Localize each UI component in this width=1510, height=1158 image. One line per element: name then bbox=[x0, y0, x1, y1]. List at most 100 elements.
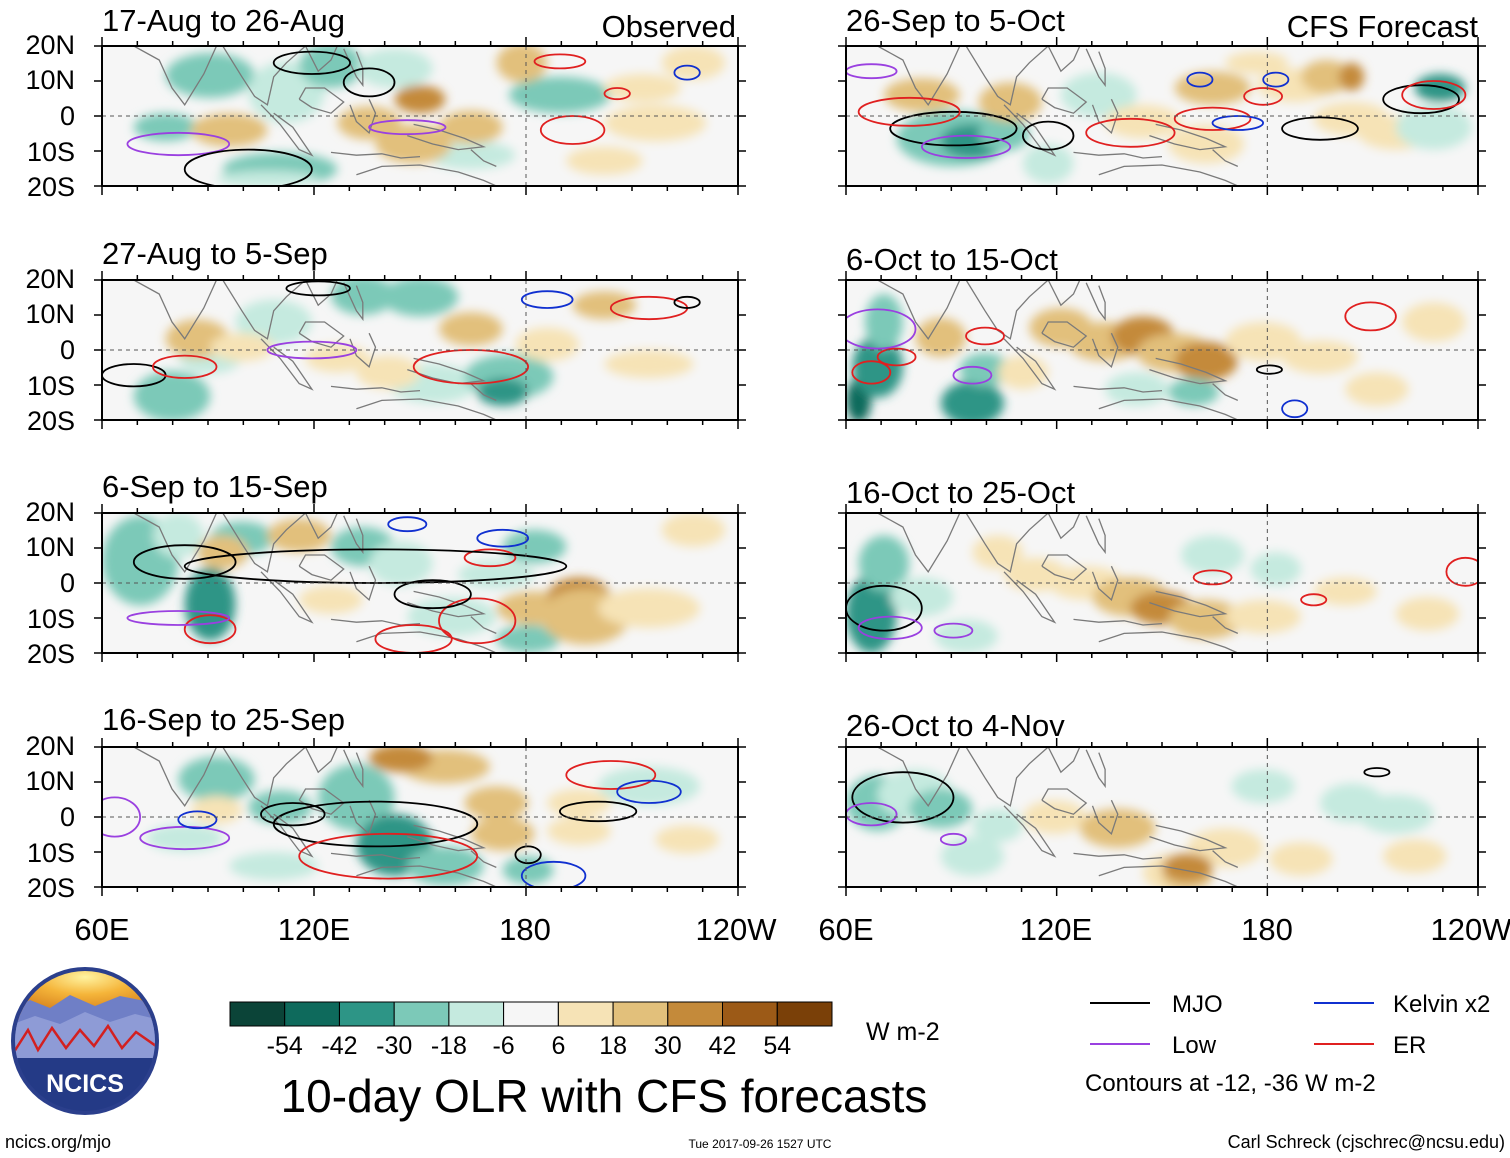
axis-ticks bbox=[838, 504, 1486, 662]
olr-anomaly-blob bbox=[299, 46, 363, 88]
coastline bbox=[965, 513, 1049, 573]
coastline bbox=[1047, 280, 1081, 307]
coastline bbox=[304, 513, 338, 540]
olr-anomaly-blob bbox=[381, 280, 459, 317]
wave-contour bbox=[1281, 399, 1309, 419]
olr-anomaly-blob bbox=[356, 48, 433, 88]
coastline bbox=[298, 554, 345, 581]
wave-contour bbox=[126, 131, 231, 157]
olr-anomaly-blob bbox=[940, 380, 1004, 420]
olr-anomaly-blob bbox=[1022, 144, 1074, 184]
olr-anomaly-blob bbox=[133, 371, 211, 420]
olr-anomaly-blob bbox=[846, 574, 897, 653]
olr-anomaly-blob bbox=[940, 836, 1005, 876]
coastline bbox=[343, 749, 364, 789]
wave-contour bbox=[151, 354, 218, 379]
panel-forecast-2 bbox=[838, 271, 1486, 429]
olr-anomaly-blob bbox=[566, 146, 643, 175]
coastline bbox=[1047, 747, 1081, 774]
lat-label-eq: 0 bbox=[60, 568, 75, 598]
forecast-label: CFS Forecast bbox=[1287, 9, 1479, 44]
coastline bbox=[330, 385, 421, 393]
olr-anomaly-blob bbox=[1079, 808, 1156, 848]
olr-anomaly-blob bbox=[909, 789, 973, 829]
wave-contour bbox=[285, 280, 351, 297]
colorbar-label: -18 bbox=[431, 1032, 467, 1060]
olr-anomaly-blob bbox=[1282, 340, 1358, 374]
colorbar: -54 -42 -30 -18 -6 6 18 30 42 54 bbox=[229, 1001, 833, 1060]
olr-anomaly-blob bbox=[191, 796, 242, 824]
footer-timestamp: Tue 2017-09-26 1527 UTC bbox=[689, 1137, 832, 1151]
legend: MJO Kelvin x2 Low ER Contours at -12, -3… bbox=[1085, 991, 1490, 1097]
wave-contours bbox=[126, 516, 568, 653]
coastline bbox=[260, 104, 314, 157]
olr-anomaly-blob bbox=[1060, 72, 1137, 118]
coastline bbox=[470, 616, 497, 634]
wave-contours bbox=[846, 556, 1478, 640]
wave-contour bbox=[126, 610, 231, 626]
coastline bbox=[1098, 631, 1239, 653]
panel-observed-1 bbox=[94, 37, 746, 195]
coastline bbox=[1003, 571, 1057, 624]
coastline bbox=[1073, 151, 1163, 159]
olr-anomaly-blob bbox=[1231, 769, 1295, 803]
coastline bbox=[356, 398, 497, 420]
coastline bbox=[356, 164, 497, 186]
lon-label-120e: 120E bbox=[278, 912, 350, 947]
legend-item-kelvin: Kelvin x2 bbox=[1314, 991, 1490, 1018]
panel-title-observed-2: 27-Aug to 5-Sep bbox=[102, 236, 328, 271]
wave-contour bbox=[132, 544, 237, 580]
lon-label-60e: 60E bbox=[818, 912, 873, 947]
olr-anomaly-blob bbox=[604, 350, 694, 378]
wave-contour bbox=[266, 340, 358, 360]
colorbar-swatch bbox=[284, 1001, 340, 1027]
olr-anomaly-blob bbox=[1313, 577, 1377, 606]
colorbar-swatch bbox=[339, 1001, 395, 1027]
wave-contour bbox=[514, 845, 542, 865]
lat-labels-row-2: 20N 10N 0 10S 20S bbox=[25, 264, 75, 436]
wave-contour bbox=[177, 810, 218, 830]
olr-anomaly-blob bbox=[146, 824, 223, 852]
olr-anomaly-blob bbox=[1168, 378, 1219, 406]
coastline bbox=[304, 280, 338, 307]
wave-contour bbox=[1186, 71, 1214, 88]
wave-contours bbox=[102, 760, 682, 887]
coastline bbox=[1149, 590, 1228, 618]
wave-contour bbox=[876, 347, 917, 367]
wave-contour bbox=[565, 760, 657, 790]
coastline bbox=[343, 282, 364, 322]
olr-anomaly-blob bbox=[1357, 794, 1434, 834]
panel-forecast-1 bbox=[838, 37, 1486, 195]
coastline bbox=[1098, 865, 1239, 887]
coastlines bbox=[877, 46, 1239, 186]
olr-anomaly-blob bbox=[661, 46, 726, 80]
wave-contour bbox=[1211, 115, 1264, 131]
olr-anomaly-blob bbox=[1345, 372, 1409, 407]
wave-contour bbox=[1281, 116, 1359, 141]
wave-contour bbox=[846, 63, 898, 80]
wave-contour bbox=[298, 832, 479, 880]
lon-label-120e: 120E bbox=[1020, 912, 1092, 947]
olr-anomaly-blob bbox=[547, 817, 611, 845]
wave-contour bbox=[952, 365, 993, 385]
coastline bbox=[356, 865, 497, 887]
olr-anomaly-blob bbox=[1250, 552, 1302, 586]
wave-contour bbox=[463, 548, 517, 568]
olr-anomaly-blob bbox=[133, 113, 198, 142]
colorbar-label: -54 bbox=[267, 1032, 303, 1060]
olr-anomaly-blob bbox=[1225, 51, 1289, 74]
colorbar-label: 18 bbox=[599, 1032, 627, 1060]
wave-contour bbox=[393, 579, 472, 610]
olr-field bbox=[102, 280, 701, 420]
wave-contour bbox=[1344, 301, 1397, 332]
olr-anomaly-blob bbox=[191, 113, 268, 147]
olr-anomaly-blob bbox=[604, 74, 681, 102]
coastline bbox=[965, 747, 1049, 807]
wave-contour bbox=[539, 115, 606, 145]
coastline bbox=[222, 513, 306, 573]
coastline bbox=[1212, 149, 1239, 167]
axis-ticks bbox=[94, 738, 746, 896]
wave-contour bbox=[438, 597, 517, 645]
wave-contours bbox=[102, 280, 701, 388]
